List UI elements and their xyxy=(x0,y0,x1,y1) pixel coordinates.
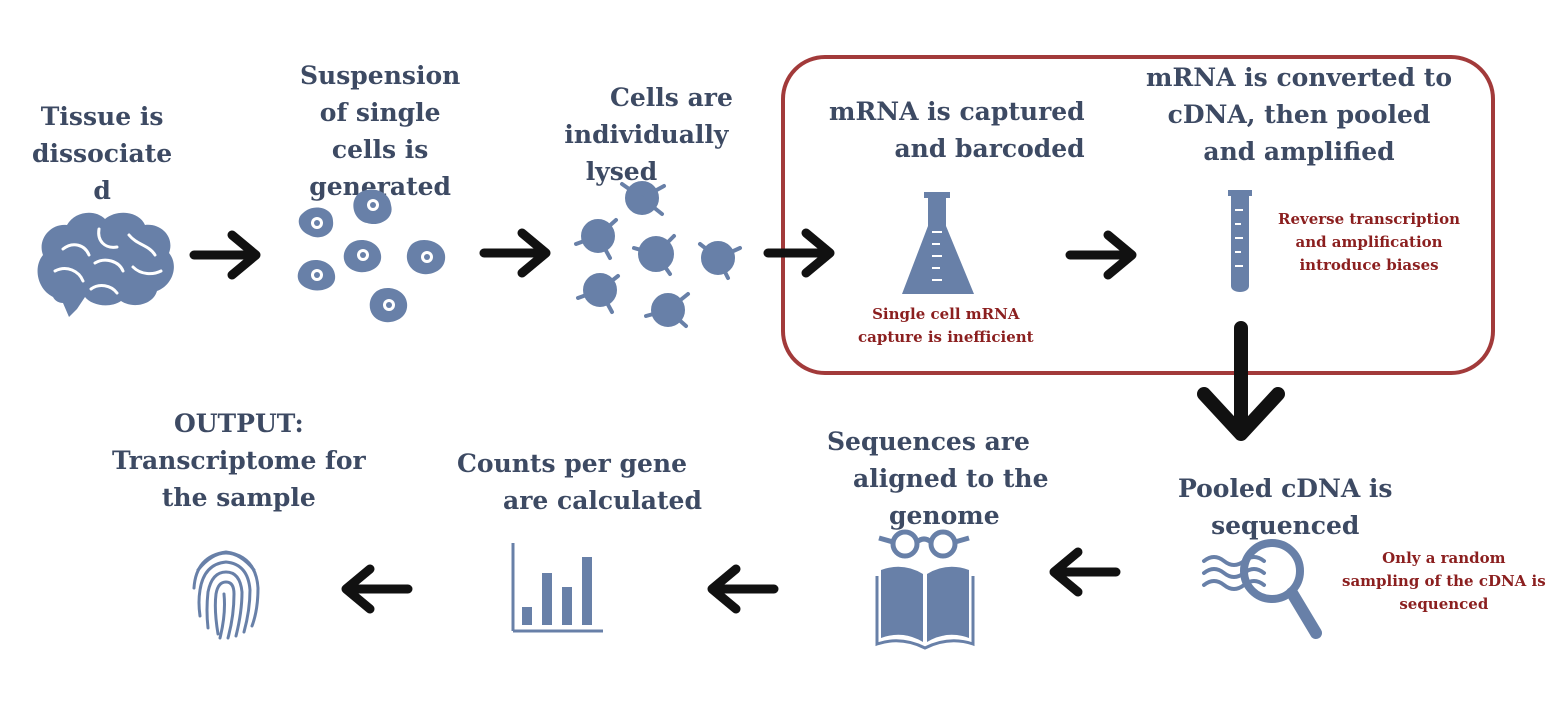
arrow-4 xyxy=(1065,230,1137,280)
arrow-3 xyxy=(763,228,835,278)
arrow-6 xyxy=(1049,547,1121,597)
flask-icon xyxy=(902,192,974,294)
step-label-convert: mRNA is converted to cDNA, then pooled and… xyxy=(1146,63,1452,166)
arrow-2 xyxy=(479,228,551,278)
step-label-align: Sequences are aligned to the genome xyxy=(827,427,1049,530)
fingerprint-icon xyxy=(192,550,260,640)
step-label-lysis: Cells are individually lysed xyxy=(564,83,733,186)
step-label-count: Counts per gene are calculated xyxy=(457,449,702,515)
lysed-cells-icon xyxy=(574,181,742,328)
step-label-suspension: Suspension of single cells is generated xyxy=(300,61,461,201)
highlight-box xyxy=(781,55,1495,375)
arrow-8 xyxy=(341,564,413,614)
brain-icon xyxy=(37,212,174,317)
bar-chart-icon xyxy=(511,543,603,633)
step-label-capture: mRNA is captured and barcoded xyxy=(829,97,1085,163)
cells-icon xyxy=(297,189,446,323)
note-convert: Reverse transcription and amplification in… xyxy=(1278,210,1461,274)
note-capture: Single cell mRNA capture is inefficient xyxy=(858,305,1034,346)
arrow-1 xyxy=(189,230,261,280)
test-tube-icon xyxy=(1228,190,1252,292)
step-label-output: OUTPUT: Transcriptome for the sample xyxy=(112,409,366,512)
magnifier-icon xyxy=(1202,539,1322,639)
step-label-dissociate: Tissue is dissociate d xyxy=(32,102,173,205)
note-sequence: Only a random sampling of the cDNA is sequ… xyxy=(1342,549,1546,613)
arrow-7 xyxy=(707,564,779,614)
arrow-5-down xyxy=(1197,321,1285,441)
book-glasses-icon xyxy=(875,529,975,650)
step-label-sequence: Pooled cDNA is sequenced xyxy=(1178,474,1393,540)
